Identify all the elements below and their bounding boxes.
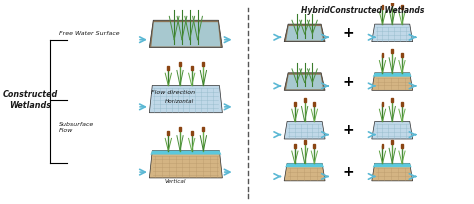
Bar: [401, 53, 403, 57]
Bar: [191, 131, 192, 135]
Polygon shape: [149, 151, 222, 178]
Bar: [391, 1, 393, 5]
Bar: [179, 62, 181, 66]
Polygon shape: [373, 163, 412, 167]
Polygon shape: [284, 24, 325, 42]
Polygon shape: [284, 121, 325, 139]
Bar: [391, 140, 393, 144]
Text: +: +: [343, 74, 354, 89]
Bar: [202, 127, 204, 131]
Bar: [391, 49, 393, 53]
Polygon shape: [372, 163, 413, 181]
Text: +: +: [343, 26, 354, 40]
Polygon shape: [286, 75, 323, 89]
Bar: [191, 66, 192, 70]
Bar: [313, 102, 315, 106]
Polygon shape: [372, 121, 413, 139]
Polygon shape: [373, 73, 412, 77]
Polygon shape: [149, 20, 222, 48]
Text: +: +: [343, 165, 354, 179]
Polygon shape: [150, 151, 221, 155]
Bar: [401, 102, 403, 106]
Text: HybridConstructed Wetlands: HybridConstructed Wetlands: [301, 6, 425, 15]
Polygon shape: [284, 73, 325, 90]
Text: Subsurface
Flow: Subsurface Flow: [59, 122, 94, 133]
Text: Horizontal: Horizontal: [164, 99, 194, 104]
Text: Flow direction: Flow direction: [151, 90, 195, 95]
Bar: [167, 131, 169, 135]
Polygon shape: [149, 85, 222, 113]
Polygon shape: [151, 22, 220, 47]
Bar: [382, 5, 383, 9]
Polygon shape: [286, 26, 323, 41]
Bar: [382, 144, 383, 148]
Bar: [294, 144, 296, 148]
Bar: [294, 102, 296, 106]
Bar: [391, 98, 393, 102]
Bar: [313, 144, 315, 148]
Polygon shape: [285, 163, 324, 167]
Bar: [304, 140, 306, 144]
Bar: [382, 102, 383, 106]
Text: Constructed
Wetlands: Constructed Wetlands: [2, 90, 58, 110]
Text: +: +: [343, 123, 354, 137]
Bar: [401, 5, 403, 9]
Bar: [382, 53, 383, 57]
Bar: [304, 98, 306, 102]
Polygon shape: [372, 73, 413, 90]
Bar: [202, 62, 204, 66]
Bar: [167, 66, 169, 70]
Bar: [179, 127, 181, 131]
Polygon shape: [372, 24, 413, 42]
Bar: [401, 144, 403, 148]
Polygon shape: [284, 163, 325, 181]
Text: Free Water Surface: Free Water Surface: [59, 31, 120, 36]
Text: Vertical: Vertical: [164, 179, 186, 184]
